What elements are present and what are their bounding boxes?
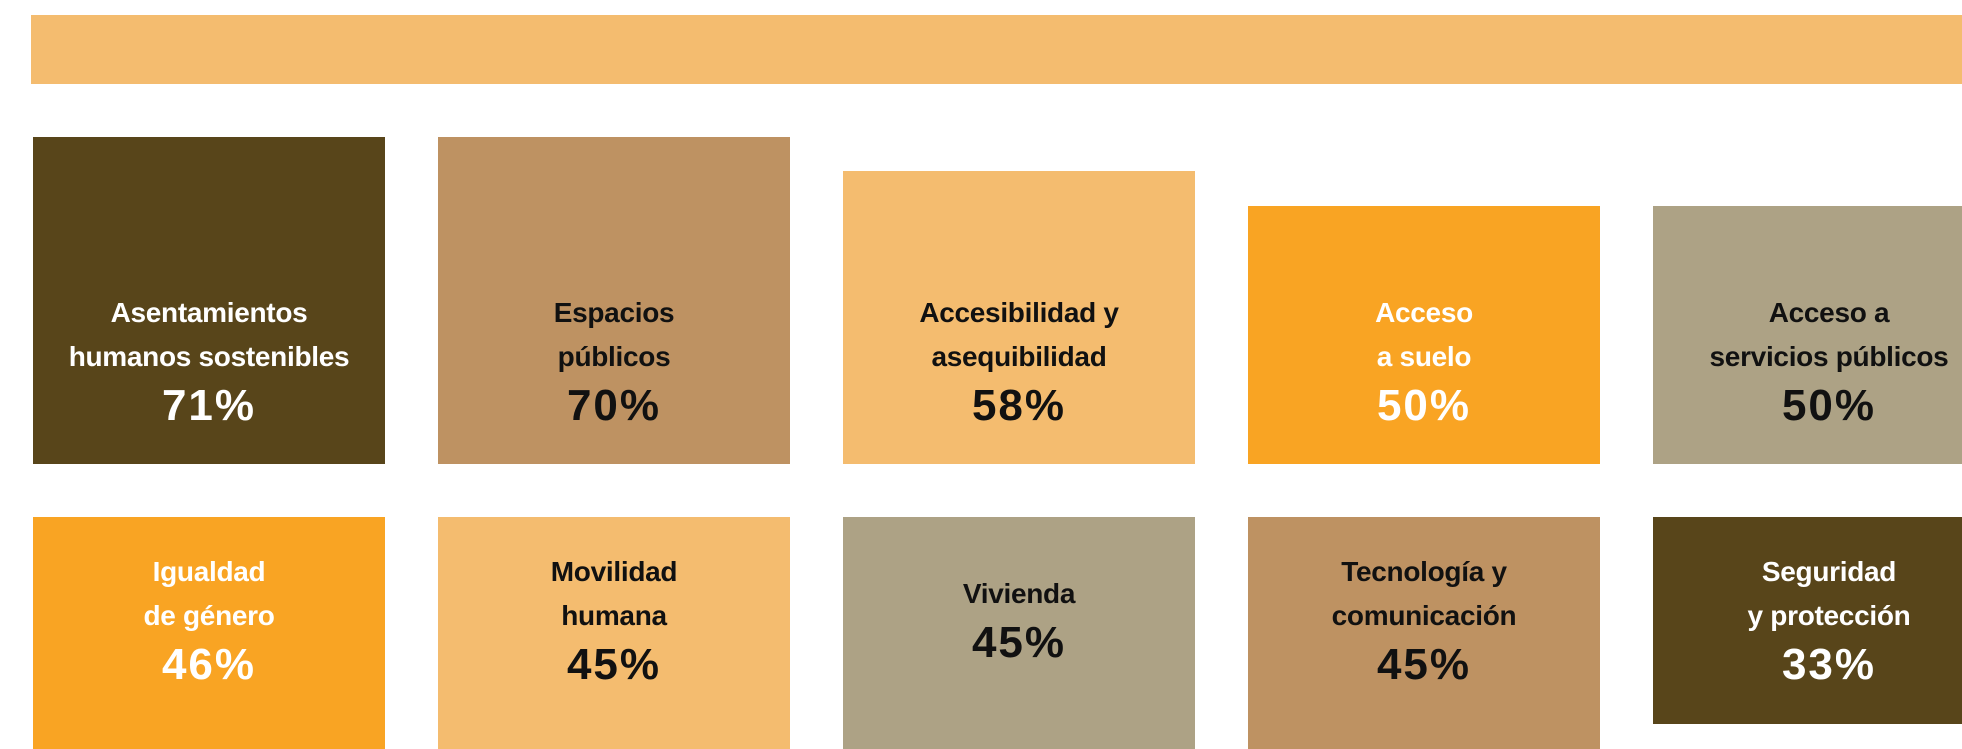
tile: Vivienda 45% [843, 517, 1195, 749]
tile: Acceso a suelo 50% [1248, 206, 1600, 464]
tile-value: 46% [161, 640, 257, 689]
tile-label: de género [143, 600, 275, 631]
tile-label: Movilidad [550, 556, 678, 587]
tile: Asentamientos humanos sostenibles 71% [33, 137, 385, 464]
tile-label: humana [561, 600, 667, 631]
tile-text: Asentamientos humanos sostenibles 71% [33, 291, 385, 433]
tile: Tecnología y comunicación 45% [1248, 517, 1600, 749]
tile-value: 50% [1376, 381, 1472, 430]
tile-text: Igualdad de género 46% [33, 550, 385, 692]
tile-value: 58% [971, 381, 1067, 430]
tile-text: Movilidad humana 45% [438, 550, 790, 692]
tile-label: y protección [1747, 600, 1911, 631]
tile-value: 45% [971, 618, 1067, 667]
tile-label: Vivienda [962, 578, 1076, 609]
tile: Seguridad y protección 33% [1653, 517, 1962, 724]
tile-label: asequibilidad [931, 341, 1107, 372]
tile-text: Seguridad y protección 33% [1653, 550, 1962, 692]
tile-value: 45% [1376, 640, 1472, 689]
tile: Accesibilidad y asequibilidad 58% [843, 171, 1195, 464]
tile-value: 45% [566, 640, 662, 689]
tile-label: a suelo [1376, 341, 1472, 372]
tile-text: Acceso a servicios públicos 50% [1653, 291, 1962, 433]
tile: Igualdad de género 46% [33, 517, 385, 749]
tile-value: 50% [1781, 381, 1877, 430]
tile-value: 70% [566, 381, 662, 430]
tile-label: Acceso a [1768, 297, 1890, 328]
tile-text: Vivienda 45% [843, 572, 1195, 670]
tile-label: comunicación [1331, 600, 1517, 631]
tile: Espacios públicos 70% [438, 137, 790, 464]
tile-text: Tecnología y comunicación 45% [1248, 550, 1600, 692]
tile-label: Tecnología y [1341, 556, 1507, 587]
banner [31, 15, 1962, 84]
tile-label: Igualdad [152, 556, 266, 587]
tile-label: Seguridad [1761, 556, 1897, 587]
tile-label: Asentamientos [110, 297, 308, 328]
tile-value: 71% [161, 381, 257, 430]
tile: Movilidad humana 45% [438, 517, 790, 749]
tile-label: Acceso [1375, 297, 1473, 328]
tile-text: Acceso a suelo 50% [1248, 291, 1600, 433]
tile-label: públicos [557, 341, 671, 372]
tile-value: 33% [1781, 640, 1877, 689]
tile-label: Accesibilidad y [919, 297, 1119, 328]
tile-label: Espacios [553, 297, 675, 328]
tile-label: servicios públicos [1709, 341, 1949, 372]
tile-label: humanos sostenibles [68, 341, 350, 372]
tile-text: Accesibilidad y asequibilidad 58% [843, 291, 1195, 433]
tile: Acceso a servicios públicos 50% [1653, 206, 1962, 464]
tile-text: Espacios públicos 70% [438, 291, 790, 433]
